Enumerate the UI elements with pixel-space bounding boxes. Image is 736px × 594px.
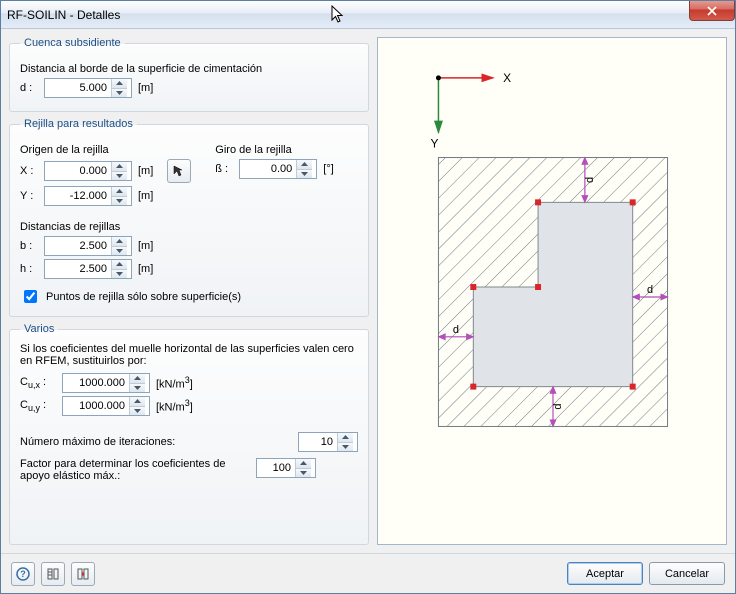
group-grid: Rejilla para resultados Origen de la rej…: [9, 118, 369, 317]
b-spinner[interactable]: [44, 236, 132, 256]
cux-spinner[interactable]: [62, 373, 150, 393]
iter-input[interactable]: [299, 433, 337, 451]
preview-svg: X Yd d d d: [378, 38, 726, 544]
preview-panel: X Yd d d d: [377, 37, 727, 545]
iter-label: Número máximo de iteraciones:: [20, 436, 292, 448]
cuy-unit: [kN/m3]: [156, 398, 193, 414]
iter-spinner[interactable]: [298, 432, 358, 452]
help-button[interactable]: ?: [11, 562, 35, 586]
cuy-spinner[interactable]: [62, 396, 150, 416]
x-input[interactable]: [45, 162, 111, 180]
left-column: Cuenca subsidiente Distancia al borde de…: [9, 37, 369, 545]
spring-text: Si los coeficientes del muelle horizonta…: [20, 343, 358, 367]
svg-text:d: d: [647, 284, 653, 296]
cux-label: Cu,x :: [20, 376, 56, 390]
svg-text:d: d: [584, 177, 596, 183]
b-unit: [m]: [138, 240, 153, 252]
d-unit: [m]: [138, 82, 153, 94]
d-label: d :: [20, 82, 38, 94]
x-spinner[interactable]: [44, 161, 132, 181]
factor-input[interactable]: [257, 459, 295, 477]
h-input[interactable]: [45, 260, 111, 278]
cursor-icon: [331, 5, 347, 28]
window-title: RF-SOILIN - Detalles: [7, 8, 120, 22]
y-spinner[interactable]: [44, 186, 132, 206]
cancel-button[interactable]: Cancelar: [649, 562, 725, 585]
factor-label: Factor para determinar los coeficientes …: [20, 458, 250, 482]
group-basin-legend: Cuenca subsidiente: [20, 37, 125, 49]
units-button[interactable]: [41, 562, 65, 586]
ok-button[interactable]: Aceptar: [567, 562, 643, 585]
svg-text:d: d: [453, 324, 459, 336]
defaults-button[interactable]: [71, 562, 95, 586]
b-input[interactable]: [45, 237, 111, 255]
h-unit: [m]: [138, 263, 153, 275]
pick-origin-button[interactable]: [167, 159, 191, 183]
h-spinner[interactable]: [44, 259, 132, 279]
beta-label: ß :: [215, 163, 233, 175]
beta-spinner[interactable]: [239, 159, 317, 179]
group-grid-legend: Rejilla para resultados: [20, 118, 137, 130]
rotation-label: Giro de la rejilla: [215, 144, 358, 156]
cux-unit: [kN/m3]: [156, 375, 193, 391]
svg-text:?: ?: [20, 569, 26, 579]
grid-surface-checkbox[interactable]: [24, 290, 37, 303]
origin-label: Origen de la rejilla: [20, 144, 191, 156]
b-label: b :: [20, 240, 38, 252]
d-spinner[interactable]: [44, 78, 132, 98]
grid-surface-label[interactable]: Puntos de rejilla sólo sobre superficie(…: [46, 291, 241, 303]
cux-input[interactable]: [63, 374, 129, 392]
y-input[interactable]: [45, 187, 111, 205]
group-misc: Varios Si los coeficientes del muelle ho…: [9, 323, 369, 545]
cuy-input[interactable]: [63, 397, 129, 415]
grid-dist-label: Distancias de rejillas: [20, 221, 358, 233]
group-misc-legend: Varios: [20, 323, 58, 335]
svg-text:d: d: [552, 403, 564, 409]
dialog-body: Cuenca subsidiente Distancia al borde de…: [1, 29, 735, 553]
footer: ? Aceptar Cancelar: [1, 553, 735, 593]
y-label: Y :: [20, 190, 38, 202]
h-label: h :: [20, 263, 38, 275]
basin-dist-label: Distancia al borde de la superficie de c…: [20, 63, 358, 75]
group-basin: Cuenca subsidiente Distancia al borde de…: [9, 37, 369, 112]
close-button[interactable]: [689, 1, 735, 21]
titlebar: RF-SOILIN - Detalles: [1, 1, 735, 29]
beta-unit: [°]: [323, 163, 334, 175]
x-label: X :: [20, 165, 38, 177]
cuy-label: Cu,y :: [20, 399, 56, 413]
svg-text:Y: Y: [430, 137, 438, 151]
d-arrows[interactable]: [111, 79, 127, 97]
x-unit: [m]: [138, 165, 153, 177]
factor-spinner[interactable]: [256, 458, 316, 478]
dialog-window: RF-SOILIN - Detalles Cuenca subsidiente …: [0, 0, 736, 594]
svg-text:X: X: [503, 71, 511, 85]
beta-input[interactable]: [240, 160, 296, 178]
y-unit: [m]: [138, 190, 153, 202]
d-input[interactable]: [45, 79, 111, 97]
